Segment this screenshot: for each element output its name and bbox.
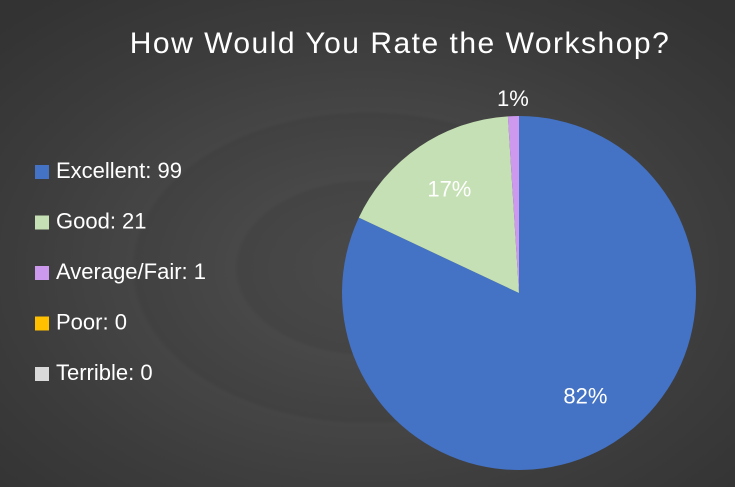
legend-label: Poor: 0 — [56, 309, 127, 334]
legend-label: Good: 21 — [56, 208, 147, 233]
legend-swatch — [35, 215, 49, 230]
legend-swatch — [35, 266, 49, 280]
legend-swatch — [35, 165, 49, 179]
chart-title: How Would You Rate the Workshop? — [130, 27, 671, 60]
legend-swatch — [35, 316, 49, 331]
legend-label: Terrible: 0 — [56, 360, 153, 385]
legend-swatch — [35, 367, 49, 381]
pie-slice — [358, 116, 519, 293]
legend-label: Excellent: 99 — [56, 158, 182, 183]
data-label: 82% — [563, 383, 607, 408]
pie-slice — [507, 116, 519, 293]
data-label: 1% — [497, 86, 529, 111]
legend-label: Average/Fair: 1 — [56, 259, 206, 284]
data-label: 17% — [427, 176, 471, 201]
